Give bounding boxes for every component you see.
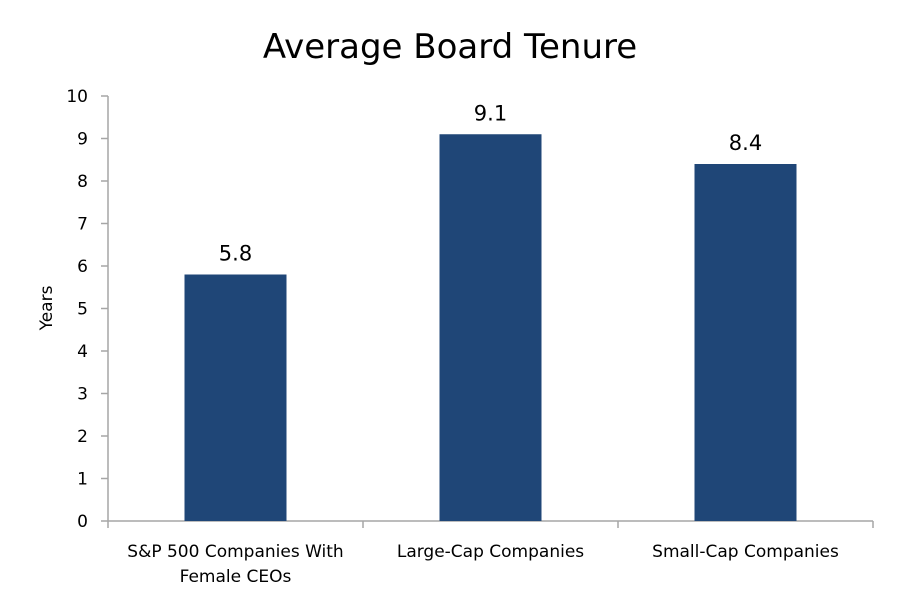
chart-title: Average Board Tenure xyxy=(263,27,637,67)
data-labels: 5.8 9.1 8.4 xyxy=(219,101,762,265)
bar xyxy=(439,134,542,521)
y-tick-label: 6 xyxy=(77,257,88,277)
category-label: S&P 500 Companies With xyxy=(127,542,343,562)
data-label: 8.4 xyxy=(729,131,762,155)
y-axis: 0 1 2 3 4 5 6 7 8 9 10 xyxy=(66,87,109,532)
data-label: 5.8 xyxy=(219,242,252,266)
y-tick-label: 1 xyxy=(77,470,88,490)
y-axis-title: Years xyxy=(37,285,57,331)
y-tick-label: 3 xyxy=(77,385,88,405)
category-label: Large-Cap Companies xyxy=(397,542,584,562)
bar-series xyxy=(184,134,797,521)
y-tick-label: 5 xyxy=(77,300,88,320)
y-tick-label: 7 xyxy=(77,215,88,235)
category-labels: S&P 500 Companies With Female CEOs Large-C… xyxy=(127,542,839,587)
x-axis xyxy=(107,520,874,528)
y-tick-label: 10 xyxy=(66,87,88,107)
y-tick-label: 2 xyxy=(77,427,88,447)
bar xyxy=(184,274,287,521)
y-tick-label: 9 xyxy=(77,130,88,150)
y-tick-label: 4 xyxy=(77,342,88,362)
bar xyxy=(694,164,797,521)
y-tick-label: 0 xyxy=(77,512,88,532)
data-label: 9.1 xyxy=(474,101,507,125)
y-tick-label: 8 xyxy=(77,172,88,192)
category-label: Female CEOs xyxy=(180,567,292,587)
category-label: Small-Cap Companies xyxy=(652,542,839,562)
